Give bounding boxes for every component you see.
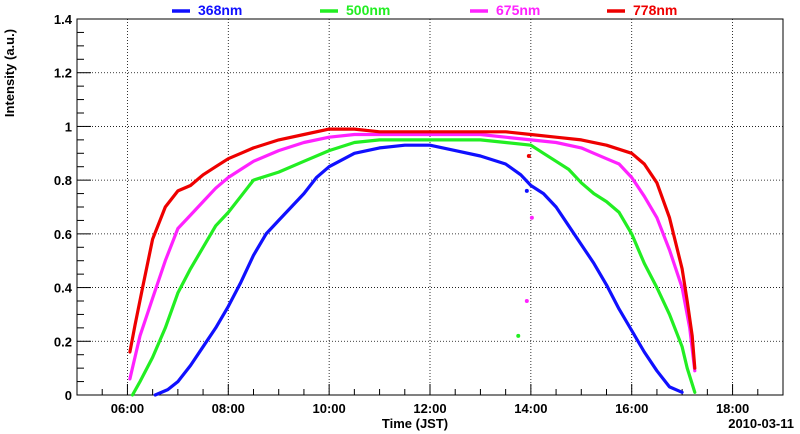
x-tick-label: 06:00: [111, 401, 144, 416]
outlier-point-675nm: [529, 215, 534, 220]
axes-layer: 06:00 08:00 10:00 12:00 14:00 16:00 18:00 0 0.2 0…: [54, 12, 784, 416]
x-tick-label: 16:00: [615, 401, 648, 416]
outlier-point-500nm: [516, 333, 521, 338]
y-tick-label: 1: [65, 119, 72, 134]
x-tick-label: 12:00: [413, 401, 446, 416]
plot-frame: [76, 18, 784, 396]
y-axis-title: Intensity (a.u.): [2, 29, 17, 117]
y-tick-label: 0.6: [54, 227, 72, 242]
series-line-675nm: [128, 132, 697, 381]
legend-label-500nm: 500nm: [346, 2, 390, 18]
outlier-point-778nm: [526, 153, 531, 158]
legend: 368nm 500nm 675nm 778nm: [172, 2, 677, 18]
x-tick-label: 10:00: [313, 401, 346, 416]
series-line-368nm: [153, 143, 684, 397]
outlier-point-675nm: [524, 299, 529, 303]
y-tick-label: 1.2: [54, 66, 72, 81]
x-tick-label: 18:00: [716, 401, 749, 416]
x-tick-label: 14:00: [514, 401, 547, 416]
legend-label-368nm: 368nm: [198, 2, 242, 18]
series-layer: [128, 127, 697, 397]
date-label: 2010-03-11: [728, 416, 794, 431]
y-tick-label: 0.2: [54, 334, 72, 349]
y-tick-label: 0.4: [54, 281, 73, 296]
y-tick-label: 0.8: [54, 173, 72, 188]
y-tick-label: 0: [65, 388, 72, 403]
series-line-500nm: [130, 138, 697, 397]
outlier-point-368nm: [524, 188, 529, 193]
y-tick-label: 1.4: [54, 12, 73, 27]
grid-layer: [77, 19, 783, 395]
outlier-layer: [516, 153, 534, 338]
x-tick-label: 08:00: [212, 401, 245, 416]
legend-label-675nm: 675nm: [496, 2, 540, 18]
series-line-778nm: [128, 127, 697, 370]
x-axis-title: Time (JST): [382, 416, 448, 431]
legend-label-778nm: 778nm: [633, 2, 677, 18]
